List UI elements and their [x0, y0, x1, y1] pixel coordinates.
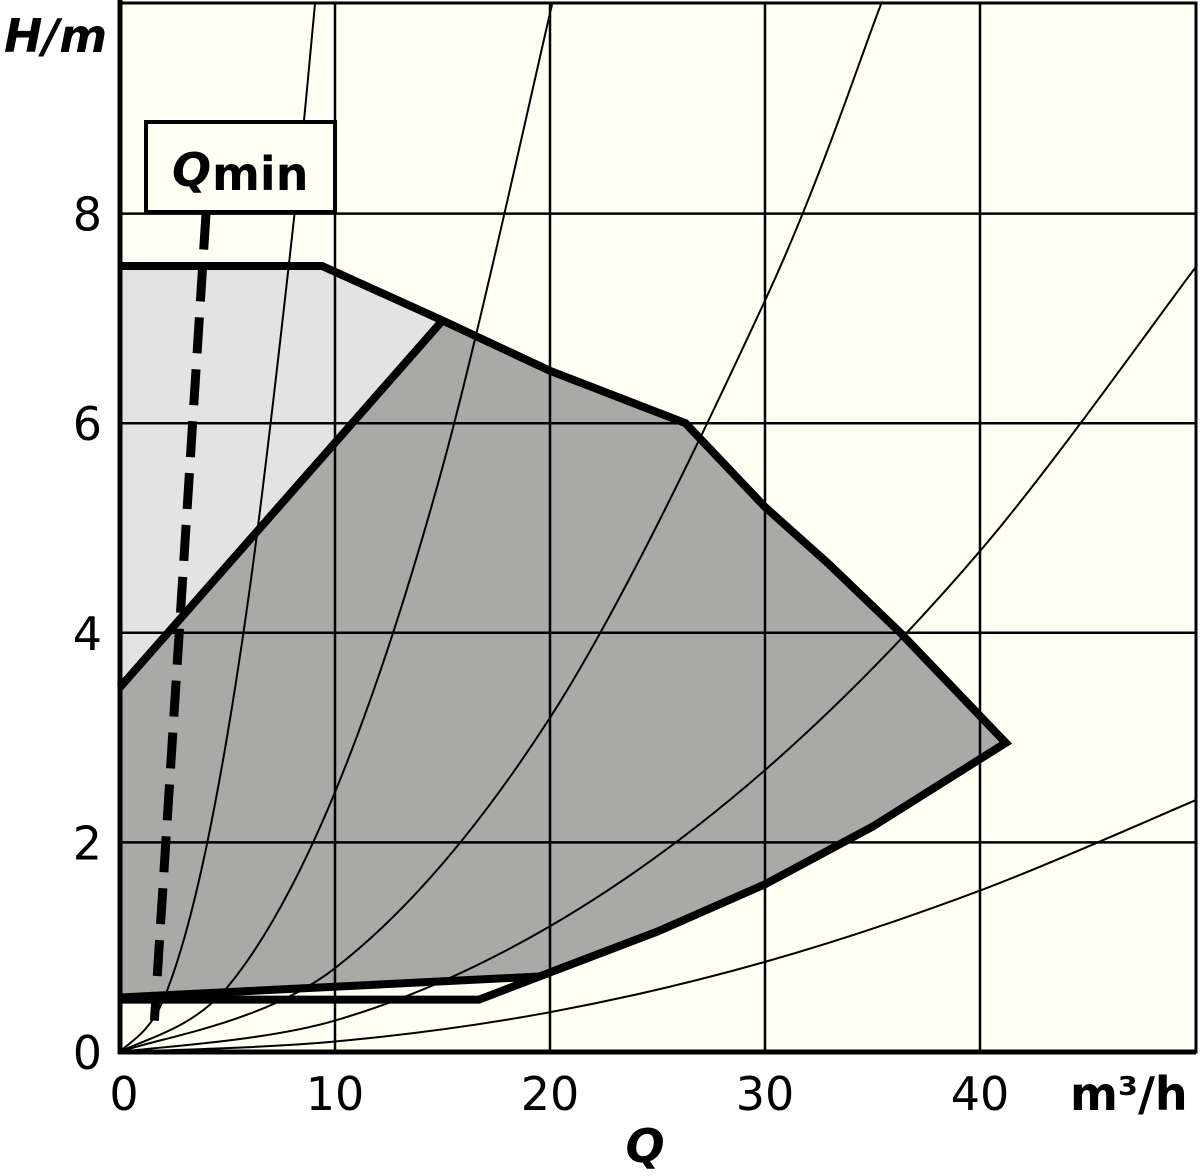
- area: [120, 266, 443, 688]
- qmin-sub: min: [212, 147, 308, 201]
- lines: [116, 213, 1013, 1021]
- y-tick-label: 8: [73, 188, 102, 242]
- y-tick-label: 2: [73, 816, 102, 870]
- area: [120, 320, 1006, 998]
- system-curve: [120, 267, 1195, 1052]
- x-tick-label: 30: [736, 1067, 795, 1121]
- qmin-frame: [144, 120, 337, 214]
- qmin-label: Q: [172, 143, 211, 197]
- y-tick-label: 6: [73, 397, 102, 451]
- y-axis-label: H/m: [4, 9, 107, 63]
- areas: [120, 266, 1006, 998]
- x-tick-label: 10: [306, 1067, 365, 1121]
- y-tick-label: 0: [73, 1026, 102, 1080]
- qmin-line: [149, 213, 211, 1021]
- x-axis-label: Q: [625, 1119, 664, 1173]
- boundary-line: [116, 317, 446, 690]
- x-unit-label: m³/h: [1070, 1067, 1188, 1121]
- x-tick-label: 20: [521, 1067, 580, 1121]
- qmin-box: Q min: [144, 120, 337, 214]
- x-tick-label: 0: [109, 1067, 138, 1121]
- x-tick-label: 40: [951, 1067, 1010, 1121]
- y-tick-label: 4: [73, 607, 102, 661]
- system-curve: [120, 799, 1195, 1052]
- boundary-line: [120, 972, 541, 1004]
- boundary-line: [119, 262, 1013, 1002]
